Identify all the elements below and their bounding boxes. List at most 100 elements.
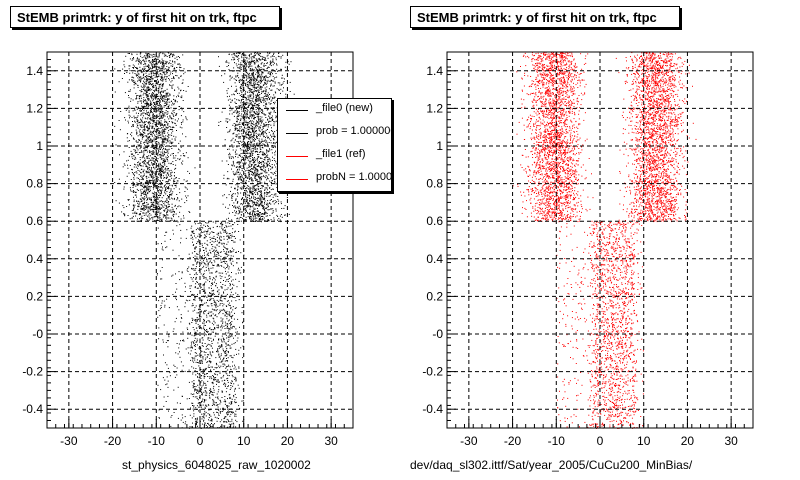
scatter-point: [232, 146, 234, 148]
scatter-point: [159, 117, 161, 119]
scatter-point: [255, 52, 256, 54]
scatter-point: [164, 154, 165, 156]
scatter-point: [169, 184, 171, 186]
scatter-point: [127, 167, 129, 169]
scatter-point: [154, 138, 156, 140]
scatter-point: [127, 159, 129, 161]
scatter-point: [129, 53, 130, 54]
scatter-point: [246, 143, 248, 145]
scatter-point: [259, 195, 261, 197]
scatter-point: [139, 77, 141, 79]
scatter-point: [240, 106, 242, 108]
scatter-point: [245, 67, 247, 69]
scatter-point: [238, 130, 240, 132]
scatter-point: [148, 121, 150, 123]
scatter-point: [155, 208, 156, 210]
scatter-point: [185, 116, 187, 118]
scatter-point: [241, 104, 243, 106]
scatter-point: [152, 210, 154, 212]
scatter-point: [150, 159, 152, 161]
scatter-point: [252, 215, 254, 216]
scatter-point: [141, 219, 143, 221]
scatter-point: [250, 121, 252, 123]
scatter-point: [137, 70, 139, 72]
scatter-point: [145, 60, 147, 62]
scatter-point: [246, 122, 248, 124]
scatter-point: [182, 121, 184, 123]
scatter-point: [261, 141, 262, 143]
scatter-point: [263, 213, 265, 215]
scatter-point: [239, 52, 241, 54]
scatter-point: [275, 120, 277, 122]
scatter-point: [254, 211, 256, 213]
scatter-point: [142, 183, 144, 185]
scatter-point: [171, 192, 173, 194]
scatter-point: [237, 56, 239, 58]
scatter-point: [264, 58, 266, 60]
scatter-point: [152, 59, 154, 61]
scatter-point: [244, 116, 246, 118]
scatter-point: [245, 205, 247, 207]
scatter-point: [146, 95, 148, 96]
scatter-point: [254, 78, 256, 80]
scatter-point: [161, 131, 163, 133]
scatter-point: [254, 140, 256, 142]
scatter-point: [178, 118, 179, 120]
scatter-point: [252, 106, 254, 108]
scatter-point: [142, 133, 144, 135]
scatter-point: [159, 101, 161, 103]
scatter-point: [152, 61, 153, 63]
scatter-point: [177, 63, 179, 65]
scatter-point: [161, 167, 163, 169]
scatter-point: [251, 168, 253, 169]
scatter-point: [254, 199, 256, 200]
scatter-point: [245, 188, 246, 189]
scatter-point: [246, 206, 248, 208]
scatter-point: [269, 64, 271, 66]
scatter-point: [181, 82, 183, 84]
scatter-point: [240, 64, 242, 66]
scatter-point: [137, 124, 139, 126]
scatter-point: [150, 155, 151, 157]
scatter-point: [245, 96, 246, 98]
scatter-point: [146, 190, 148, 192]
scatter-point: [227, 148, 228, 150]
scatter-point: [152, 183, 154, 185]
scatter-point: [238, 105, 240, 107]
scatter-point: [141, 124, 143, 126]
scatter-point: [227, 121, 229, 123]
scatter-point: [265, 92, 267, 94]
scatter-point: [253, 121, 255, 123]
scatter-point: [180, 122, 182, 123]
scatter-point: [172, 211, 174, 213]
scatter-point: [272, 200, 274, 202]
scatter-point: [140, 110, 142, 112]
scatter-point: [245, 150, 247, 152]
scatter-point: [163, 210, 165, 212]
scatter-point: [228, 69, 230, 71]
scatter-point: [168, 201, 170, 202]
scatter-point: [234, 187, 236, 189]
scatter-point: [257, 170, 259, 172]
scatter-point: [242, 89, 244, 91]
scatter-point: [264, 83, 266, 85]
scatter-point: [165, 174, 167, 176]
scatter-point: [153, 177, 155, 178]
scatter-point: [150, 72, 152, 74]
scatter-point: [257, 215, 259, 217]
scatter-point: [158, 164, 160, 166]
scatter-point: [263, 90, 265, 92]
scatter-point: [250, 150, 252, 152]
scatter-point: [176, 101, 178, 103]
scatter-point: [268, 195, 270, 197]
scatter-point: [166, 177, 168, 179]
scatter-point: [128, 114, 130, 116]
scatter-point: [177, 56, 179, 57]
scatter-point: [175, 71, 177, 73]
scatter-point: [272, 166, 274, 168]
scatter-point: [131, 54, 133, 56]
scatter-point: [152, 125, 154, 127]
scatter-point: [263, 175, 264, 177]
scatter-point: [179, 150, 181, 152]
scatter-point: [235, 153, 237, 155]
